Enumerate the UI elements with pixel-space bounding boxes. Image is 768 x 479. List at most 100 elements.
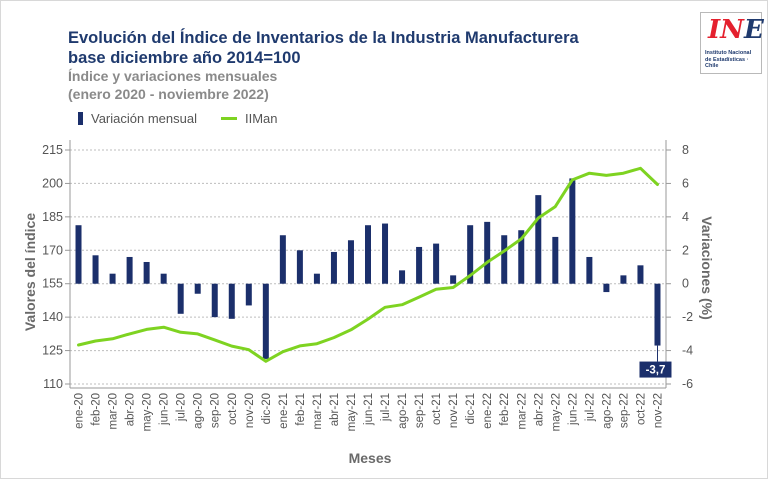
ine-logo[interactable]: INE Instituto Nacional de Estadísticas ·… <box>700 12 764 74</box>
bar-variacion <box>177 283 184 314</box>
x-axis-title: Meses <box>349 450 392 466</box>
bar-variacion <box>586 256 593 284</box>
bar-variacion <box>245 283 252 306</box>
bar-variacion <box>518 230 525 284</box>
bar-variacion <box>313 273 320 284</box>
x-tick-label: may-22 <box>550 393 562 431</box>
x-tick-label: jun-20 <box>159 393 171 426</box>
x-tick-label: feb-20 <box>91 393 103 426</box>
bar-variacion <box>416 246 423 284</box>
legend-label-variacion: Variación mensual <box>91 111 197 126</box>
left-tick-label: 125 <box>42 344 63 358</box>
right-tick-label: 6 <box>682 176 689 190</box>
bar-variacion <box>279 235 286 284</box>
right-tick-label: 2 <box>682 243 689 257</box>
bar-variacion <box>484 221 491 284</box>
bar-variacion <box>330 251 337 284</box>
legend-item-iiman[interactable]: IIMan <box>220 111 278 126</box>
x-tick-label: jul-20 <box>176 393 188 422</box>
y-axis-title-left: Valores del índice <box>22 213 38 331</box>
x-tick-label: mar-20 <box>108 393 120 429</box>
bar-variacion <box>382 223 389 284</box>
x-tick-label: feb-21 <box>295 393 307 426</box>
bar-variacion <box>654 283 661 346</box>
x-tick-label: ene-20 <box>74 393 86 429</box>
x-tick-label: oct-20 <box>227 393 239 425</box>
x-tick-label: sep-22 <box>618 393 630 428</box>
x-tick-label: jun-22 <box>567 393 579 426</box>
bar-variacion <box>450 275 457 284</box>
x-tick-label: mar-22 <box>516 393 528 429</box>
bar-variacion <box>347 240 354 284</box>
legend-item-variacion[interactable]: Variación mensual <box>78 111 197 126</box>
bar-variacion <box>211 283 218 318</box>
legend-label-iiman: IIMan <box>244 111 278 126</box>
ine-logo-text: Instituto Nacional de Estadísticas · Chi… <box>705 50 752 69</box>
chart-subtitle-line1: Índice y variaciones mensuales <box>68 68 278 84</box>
x-tick-label: may-21 <box>346 393 358 431</box>
x-tick-label: jul-22 <box>584 393 596 422</box>
left-tick-label: 140 <box>42 310 63 324</box>
bar-variacion <box>552 236 559 284</box>
left-tick-label: 200 <box>42 176 63 190</box>
right-tick-label: -2 <box>682 310 693 324</box>
left-tick-label: 110 <box>43 377 63 391</box>
bar-variacion <box>535 195 542 284</box>
legend: Variación mensual IIMan <box>78 111 302 126</box>
x-tick-label: sep-21 <box>414 393 426 428</box>
right-tick-label: 8 <box>682 143 689 157</box>
left-tick-label: 185 <box>42 210 63 224</box>
right-tick-label: 0 <box>682 277 689 291</box>
bar-variacion <box>143 261 150 284</box>
legend-bar-swatch <box>78 112 83 125</box>
bar-variacion <box>620 275 627 284</box>
x-tick-label: nov-20 <box>244 393 256 428</box>
right-tick-label: -6 <box>682 377 693 391</box>
bar-variacion <box>262 283 269 359</box>
x-tick-label: abr-20 <box>125 393 137 426</box>
x-tick-label: ene-21 <box>278 393 290 429</box>
bar-variacion <box>228 283 235 319</box>
bar-variacion <box>433 243 440 284</box>
x-tick-label: nov-22 <box>652 393 664 428</box>
chart-title-line1: Evolución del Índice de Inventarios de l… <box>68 29 579 47</box>
chart-subtitle-line2: (enero 2020 - noviembre 2022) <box>68 86 269 102</box>
bar-variacion <box>75 225 82 284</box>
x-tick-label: jun-21 <box>363 393 375 426</box>
bar-variacion <box>92 255 99 284</box>
bar-variacion <box>399 270 406 284</box>
x-tick-label: nov-21 <box>448 393 460 428</box>
bar-variacion <box>126 256 133 284</box>
bar-variacion <box>194 283 201 294</box>
x-tick-label: abr-22 <box>533 393 545 426</box>
x-tick-label: dic-20 <box>261 393 273 424</box>
x-tick-label: ene-22 <box>482 393 494 429</box>
bar-variacion <box>467 225 474 284</box>
x-tick-label: feb-22 <box>499 393 511 426</box>
bar-variacion <box>603 283 610 293</box>
left-tick-label: 155 <box>42 277 63 291</box>
x-tick-label: mar-21 <box>312 393 324 429</box>
legend-line-swatch <box>220 117 237 120</box>
x-tick-label: ago-22 <box>601 393 613 429</box>
bar-variacion <box>569 178 576 284</box>
x-tick-label: oct-22 <box>635 393 647 425</box>
ine-logo-mark: INE <box>708 15 764 45</box>
y-axis-title-right: Variaciones (%) <box>699 216 715 320</box>
x-tick-label: jul-21 <box>380 393 392 422</box>
bar-variacion <box>296 250 303 284</box>
right-tick-label: -4 <box>682 344 693 358</box>
x-tick-label: dic-21 <box>465 393 477 424</box>
annotation-box <box>639 361 672 378</box>
left-tick-label: 170 <box>42 243 63 257</box>
left-tick-label: 215 <box>42 143 63 157</box>
chart-title-line2: base diciembre año 2014=100 <box>68 49 301 67</box>
x-tick-label: may-20 <box>142 393 154 431</box>
right-tick-label: 4 <box>682 210 689 224</box>
bar-variacion <box>160 273 167 284</box>
x-tick-label: abr-21 <box>329 393 341 426</box>
x-tick-label: oct-21 <box>431 393 443 425</box>
bar-variacion <box>365 225 371 284</box>
bar-variacion <box>637 265 644 284</box>
